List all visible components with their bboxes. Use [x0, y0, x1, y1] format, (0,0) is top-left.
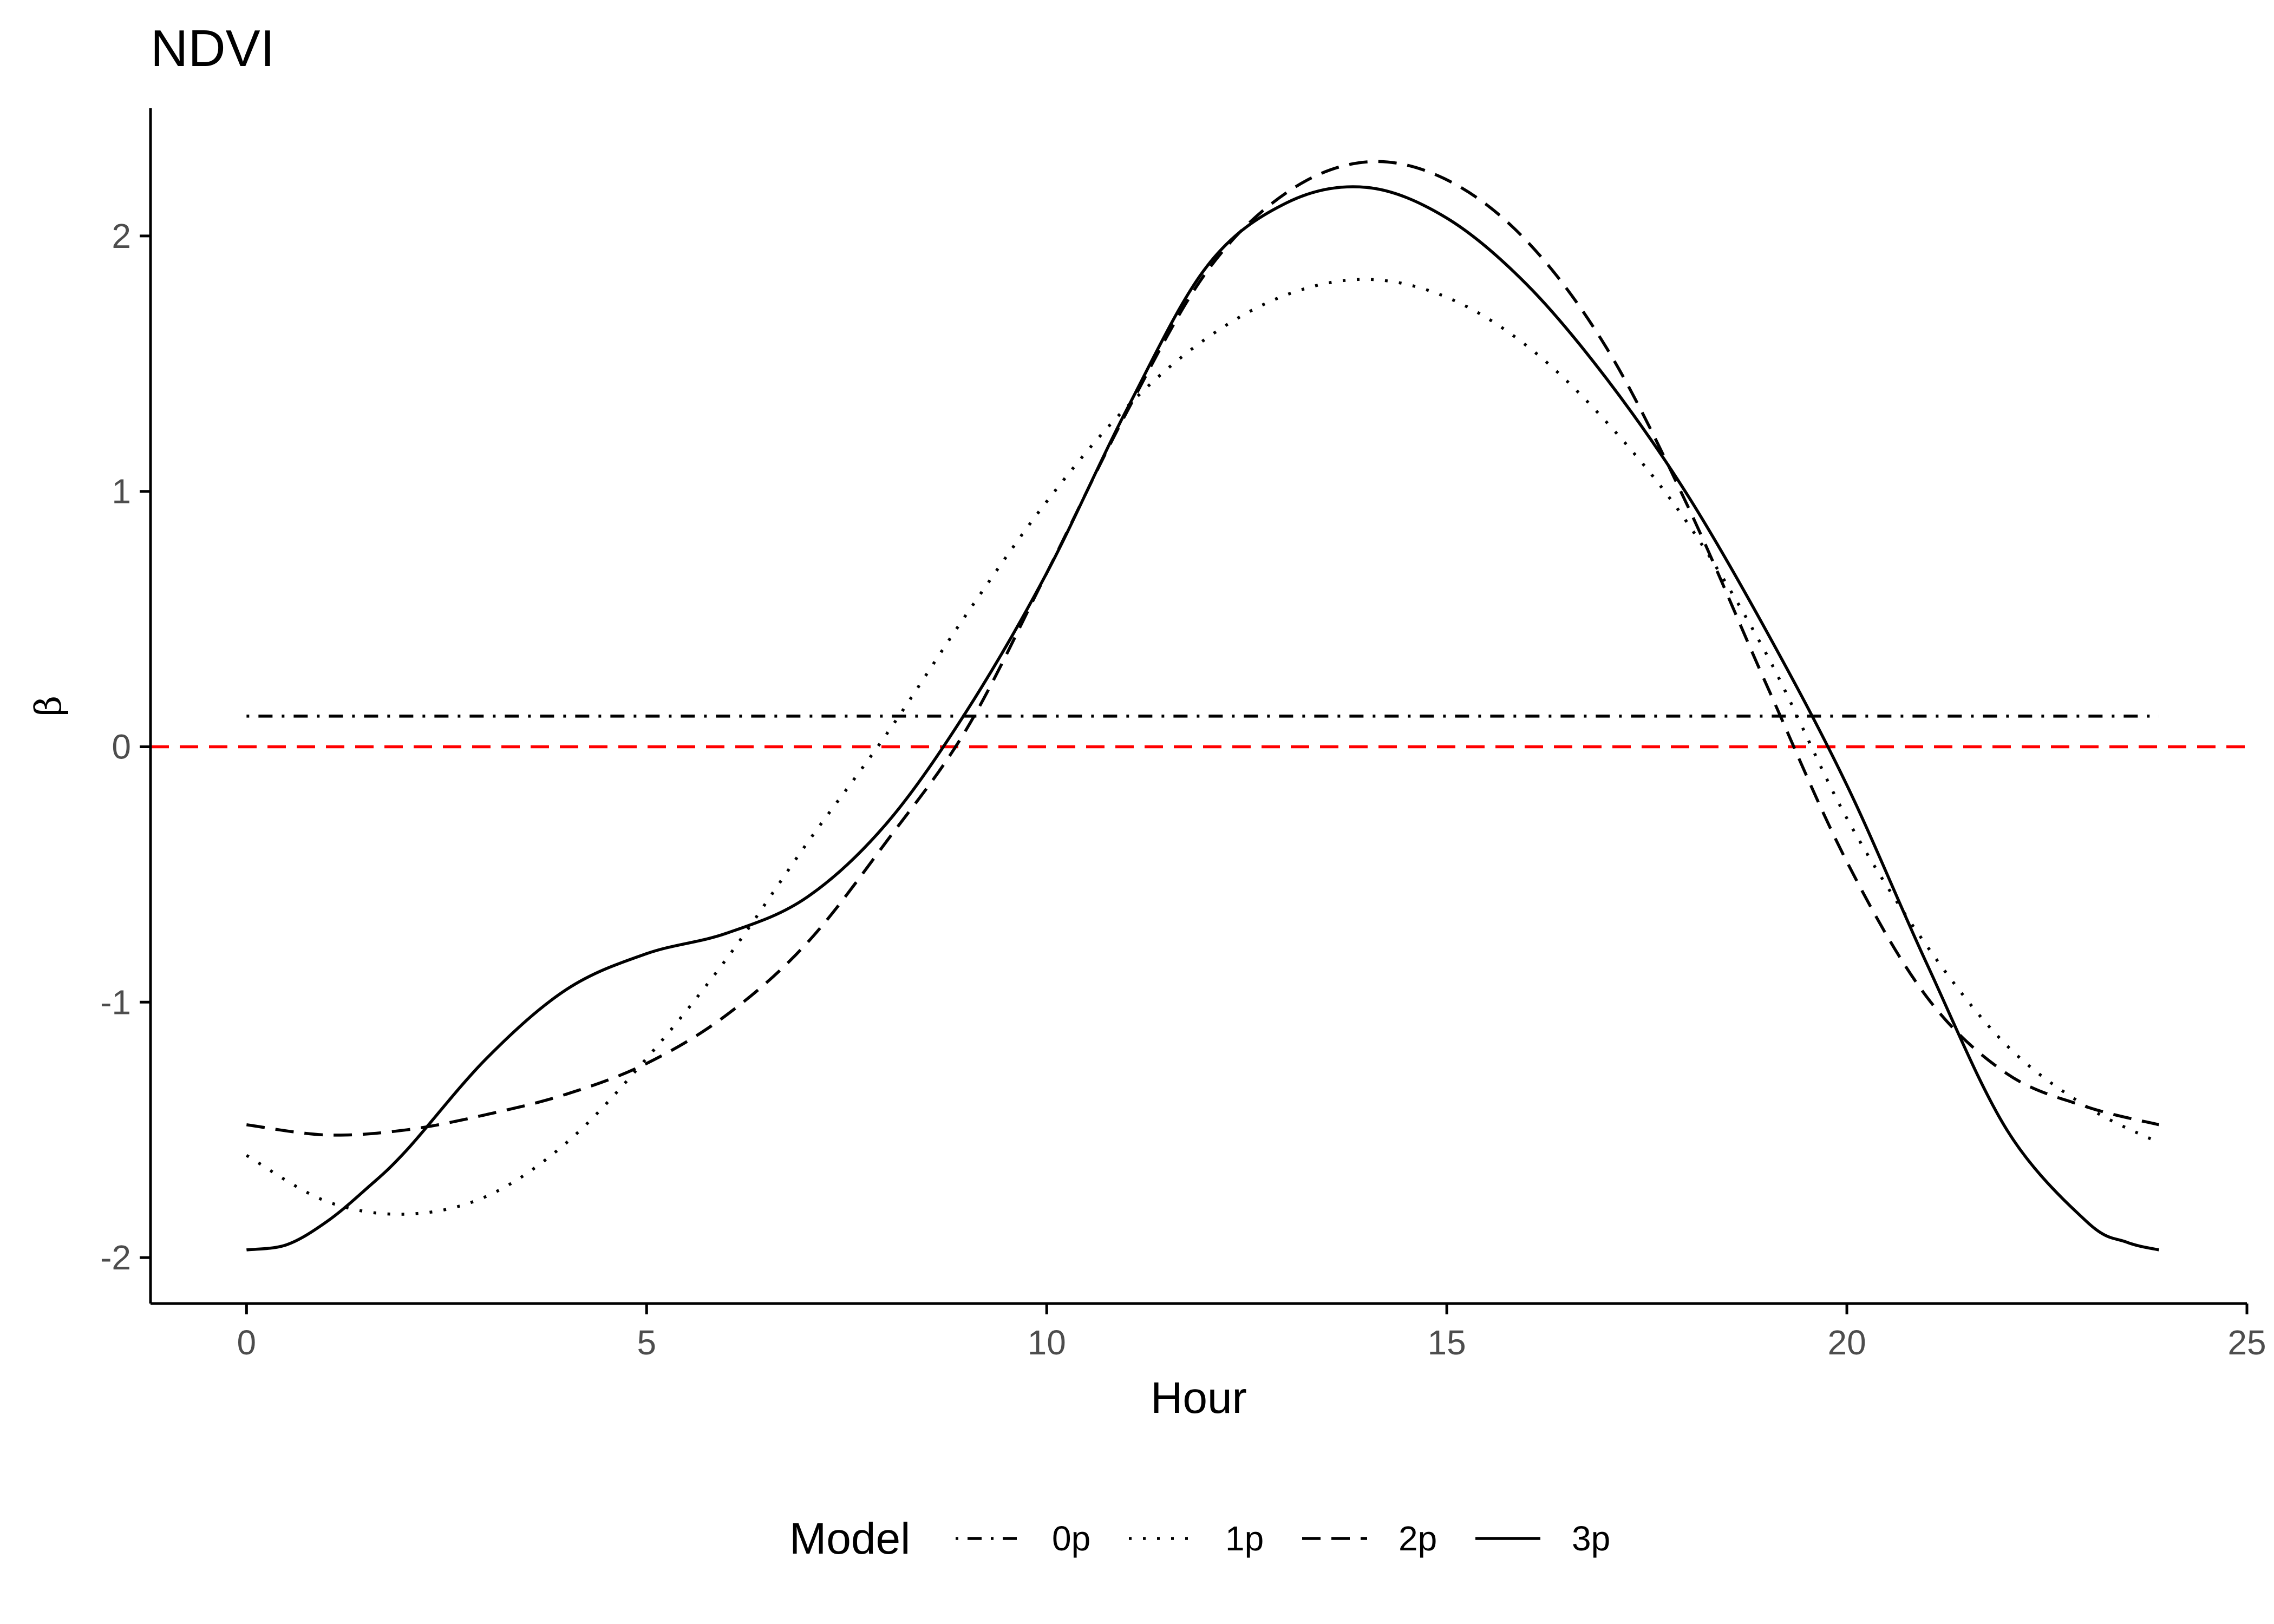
- plot-area: [151, 160, 2247, 1252]
- y-tick-label: 0: [112, 727, 131, 766]
- x-tick-label: 0: [237, 1323, 257, 1362]
- legend-label-1p: 1p: [1225, 1519, 1264, 1558]
- y-tick-label: -1: [100, 983, 131, 1021]
- legend-title: Model: [789, 1514, 910, 1563]
- y-tick-label: 2: [112, 217, 131, 256]
- x-axis-title: Hour: [1151, 1373, 1247, 1423]
- legend-label-0p: 0p: [1052, 1519, 1090, 1558]
- legend: Model 0p 1p 2p 3p: [789, 1514, 1610, 1563]
- x-tick-label: 10: [1028, 1323, 1066, 1362]
- y-axis-title: β: [28, 696, 69, 716]
- legend-label-3p: 3p: [1572, 1519, 1610, 1558]
- y-tick-label: 1: [112, 472, 131, 511]
- x-tick-label: 5: [637, 1323, 656, 1362]
- x-tick-label: 25: [2227, 1323, 2266, 1362]
- axes: [149, 108, 2247, 1305]
- y-tick-label: -2: [100, 1238, 131, 1277]
- x-tick-label: 15: [1428, 1323, 1466, 1362]
- series-line-3p: [246, 185, 2160, 1252]
- chart-title: NDVI: [151, 19, 275, 77]
- ticks: 0 5 10 15 20 25 -2 -1 0 1 2: [100, 217, 2266, 1362]
- legend-label-2p: 2p: [1399, 1519, 1437, 1558]
- series-line-2p: [246, 160, 2160, 1137]
- x-tick-label: 20: [1827, 1323, 1866, 1362]
- series-line-1p: [245, 278, 2160, 1216]
